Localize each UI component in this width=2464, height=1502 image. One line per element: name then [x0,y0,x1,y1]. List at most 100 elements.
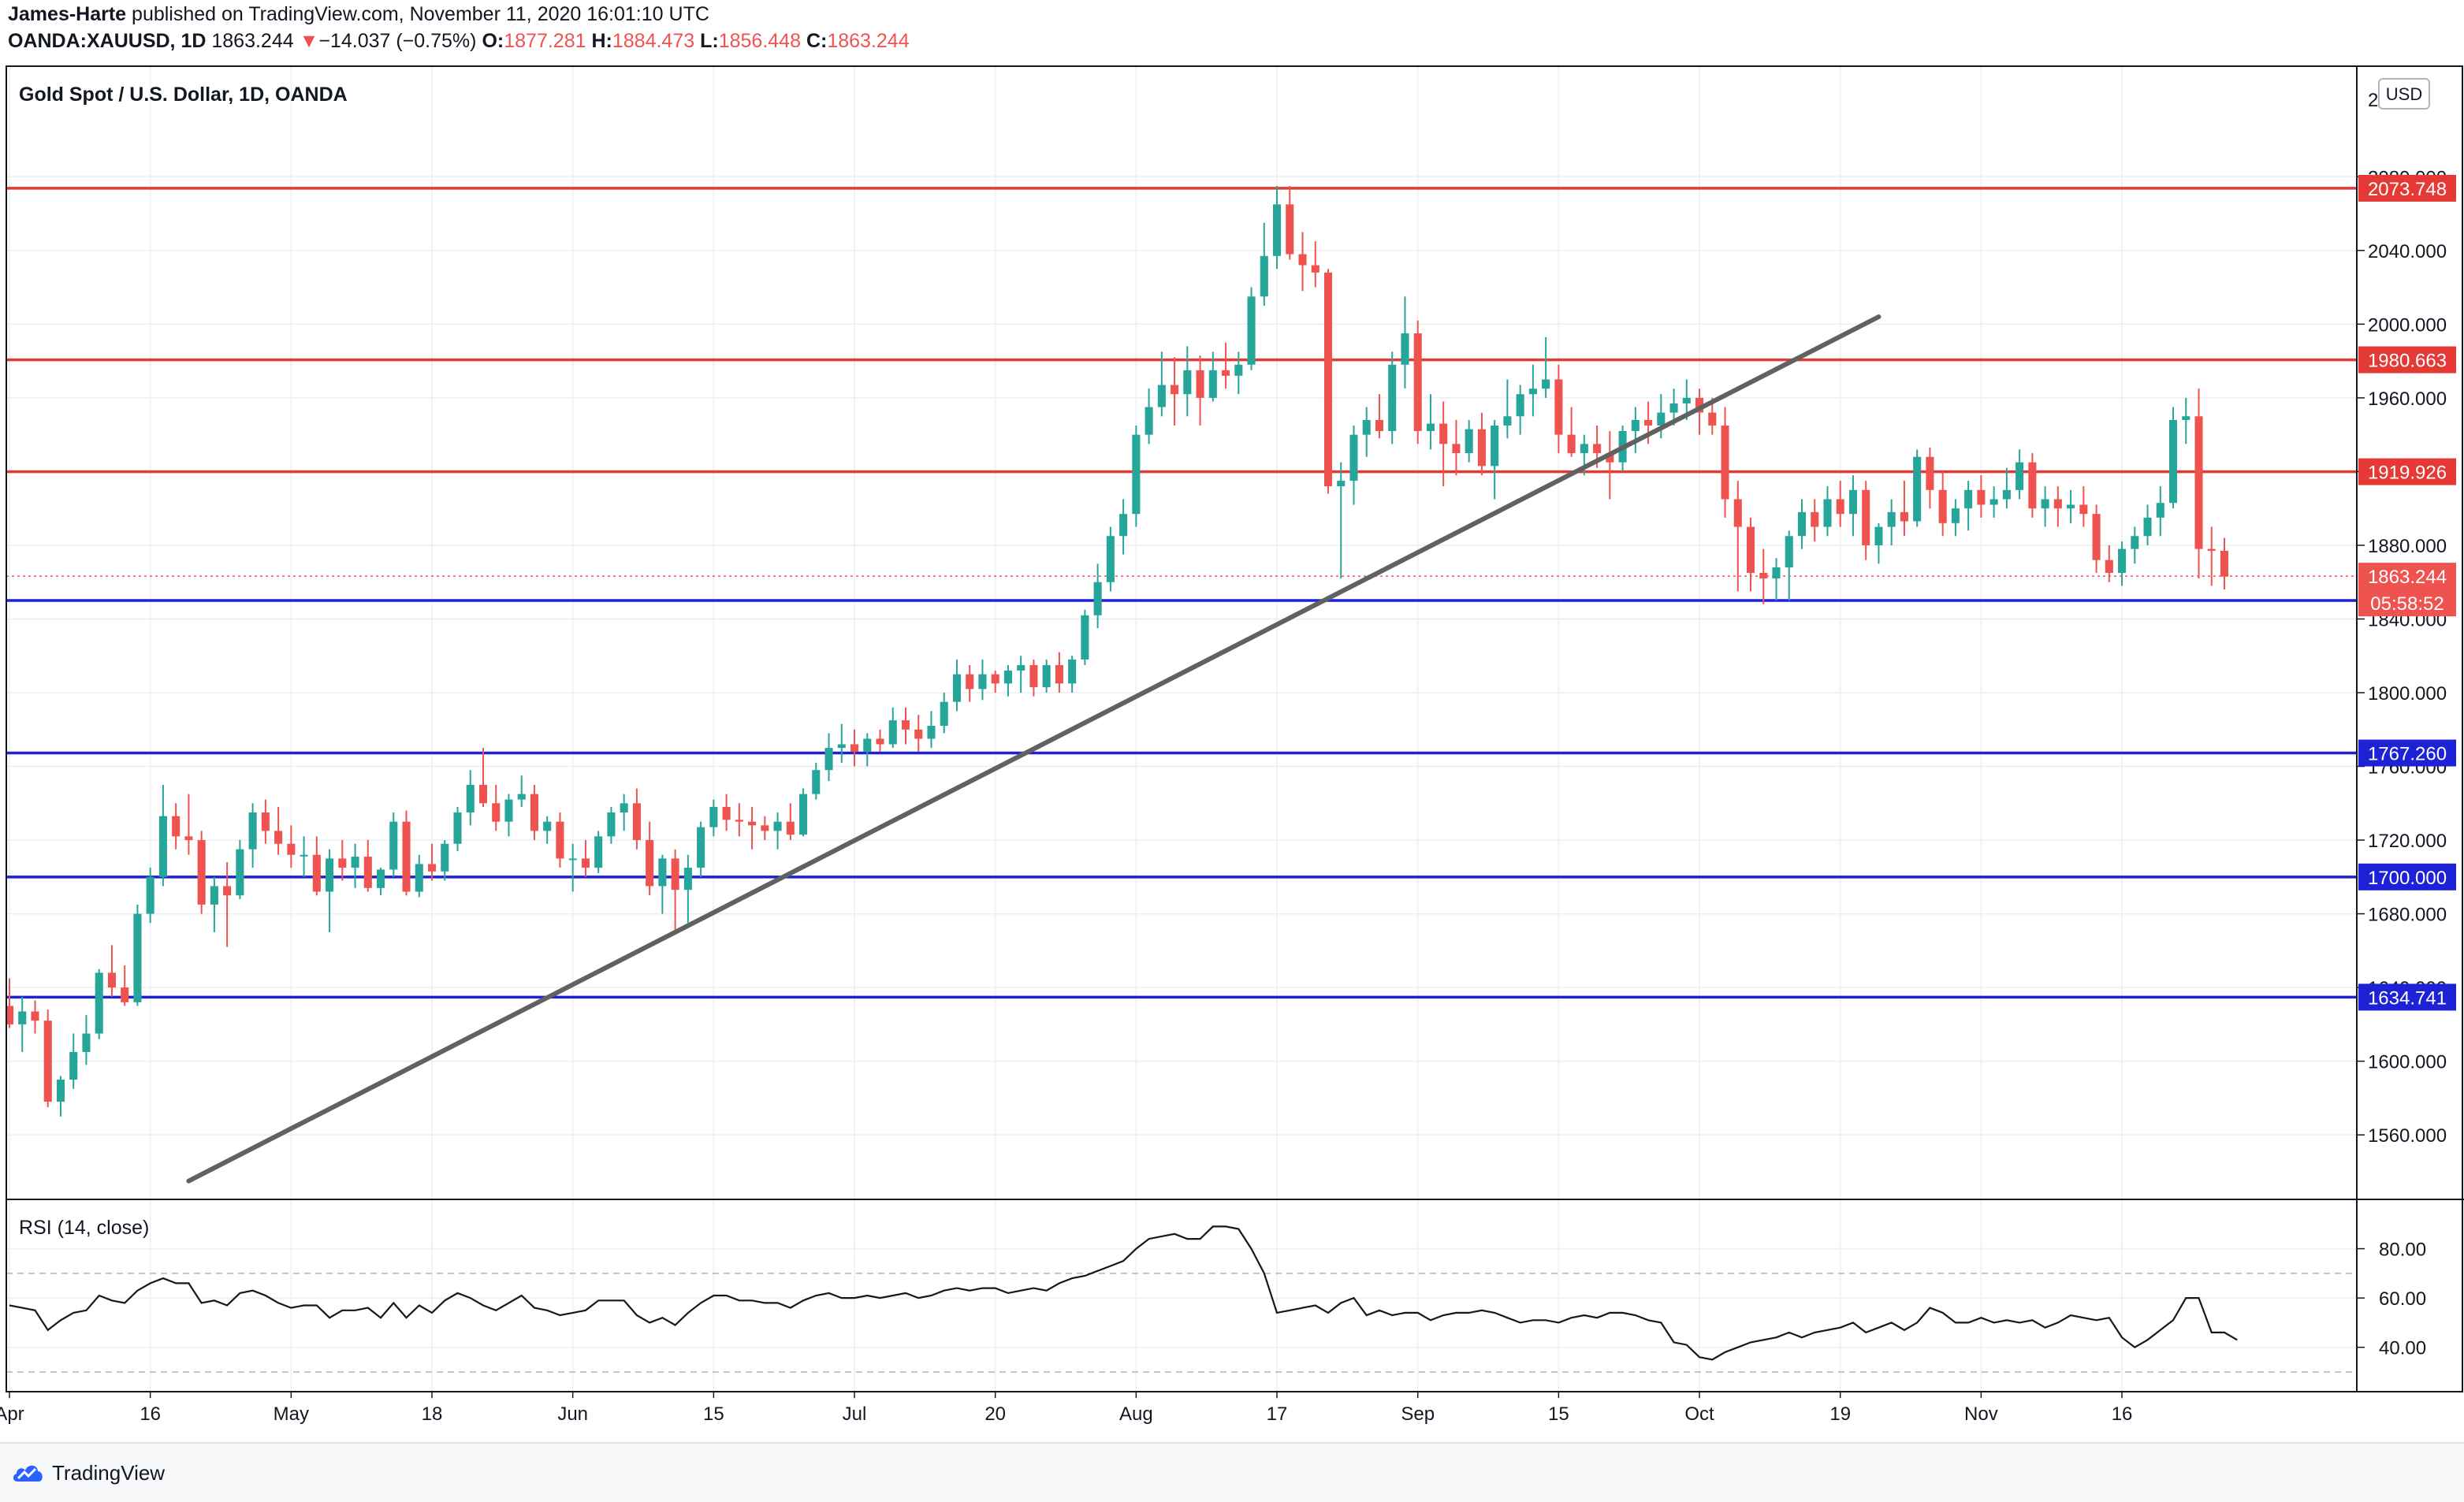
rsi-pane [6,1225,2357,1373]
candle-49 [632,788,641,850]
candle-body-121 [1554,379,1563,435]
candle-body-2 [31,1011,39,1021]
candle-76 [978,659,987,701]
candle-107 [1375,394,1384,439]
candle-body-92 [1183,370,1192,395]
candle-body-99 [1272,204,1282,256]
candle-20 [261,799,270,844]
candle-172 [2207,526,2216,586]
time-tick-label-13: 19 [1829,1403,1851,1425]
candle-165 [2118,541,2127,586]
candle-body-106 [1362,419,1371,435]
candle-145 [1862,481,1870,560]
ohlc-legend: OANDA:XAUUSD, 1D 1863.244 ▼−14.037 (−0.7… [8,27,910,55]
candle-86 [1106,526,1115,592]
candle-162 [2079,486,2088,527]
candle-body-70 [901,720,910,730]
candle-body-52 [671,858,679,890]
candle-42 [543,816,552,844]
candle-134 [1721,407,1729,518]
candle-body-141 [1811,511,1819,527]
candle-body-82 [1055,664,1063,684]
candle-115 [1477,412,1486,476]
candle-80 [1029,659,1038,697]
candle-body-41 [530,794,538,831]
candle-56 [722,794,731,831]
candle-108 [1388,351,1397,444]
candle-129 [1657,394,1666,439]
price-tick-label-3: 1960.000 [2368,389,2447,410]
candle-148 [1900,481,1908,537]
candle-body-142 [1823,499,1832,527]
candle-body-133 [1708,412,1717,426]
candle-73 [940,692,948,734]
candle-171 [2194,389,2203,579]
candle-39 [504,794,513,837]
candle-66 [850,729,859,767]
candle-110 [1413,320,1422,444]
level-label-2[interactable]: 1919.926 [2358,458,2456,485]
candle-body-68 [876,738,884,745]
high-label: H: [591,30,612,52]
level-label-6[interactable]: 1634.741 [2358,983,2456,1011]
candle-body-5 [69,1051,78,1080]
candle-body-14 [184,836,193,841]
candle-body-138 [1772,567,1781,579]
level-label-0[interactable]: 2073.748 [2358,174,2456,202]
candle-45 [581,840,590,877]
chart-frame [6,65,2464,1392]
candle-84 [1081,609,1089,665]
candle-body-59 [761,825,769,831]
level-label-4[interactable]: 1767.260 [2358,739,2456,767]
candle-body-64 [824,748,833,771]
candle-body-167 [2143,517,2152,537]
candle-body-20 [261,812,270,831]
tradingview-logo[interactable]: TradingView [11,1459,165,1486]
candle-21 [274,806,283,855]
candle-body-42 [543,821,552,831]
published-text: published on TradingView.com, November 1… [126,3,709,25]
candle-61 [786,803,795,841]
candle-64 [824,733,833,782]
candle-body-160 [2053,499,2062,509]
last-price-label[interactable]: 1863.244 05:58:52 [2358,563,2456,617]
level-label-5[interactable]: 1700.000 [2358,863,2456,890]
candle-body-57 [735,820,743,822]
candle-31 [402,810,411,896]
time-axis[interactable]: Apr 16 May 18 Jun 15 Jul 20 Aug 17 Sep 15 Oct 19 Nov 16 [0,1392,2132,1425]
candle-98 [1260,222,1268,306]
candle-38 [492,784,501,831]
candle-77 [991,670,999,693]
candle-101 [1298,232,1307,292]
candle-body-33 [427,864,437,872]
candle-109 [1401,296,1409,389]
candle-169 [2168,407,2178,509]
chart-area[interactable]: 2080.0002040.0002000.0001960.0001920.000… [0,0,2464,1442]
candle-4 [56,1076,65,1117]
candle-body-149 [1913,456,1922,522]
candle-0 [5,978,14,1028]
candle-60 [773,812,782,850]
author-name[interactable]: James-Harte [8,3,127,25]
trendline-segment[interactable] [186,314,1881,1184]
change-text: −14.037 (−0.75%) [318,30,477,52]
level-label-bg-5 [2358,863,2456,890]
candle-body-44 [568,858,577,861]
level-label-1[interactable]: 1980.663 [2358,346,2456,374]
candle-87 [1119,499,1128,555]
last-price-bg [2358,563,2456,617]
candle-140 [1797,499,1807,549]
candle-body-1 [18,1011,27,1024]
candle-body-94 [1208,370,1217,398]
candle-body-170 [2182,416,2190,420]
candle-116 [1491,419,1499,500]
candle-body-69 [888,720,897,745]
currency-badge[interactable]: USD [2378,78,2430,110]
candle-body-19 [248,812,257,850]
close-value: 1863.244 [827,30,910,52]
trendline[interactable] [186,314,1881,1184]
price-tick-label-7: 1800.000 [2368,683,2447,705]
symbol-label[interactable]: OANDA:XAUUSD, 1D [8,30,207,52]
candle-125 [1606,430,1614,500]
price-tick-label-9: 1720.000 [2368,831,2447,852]
